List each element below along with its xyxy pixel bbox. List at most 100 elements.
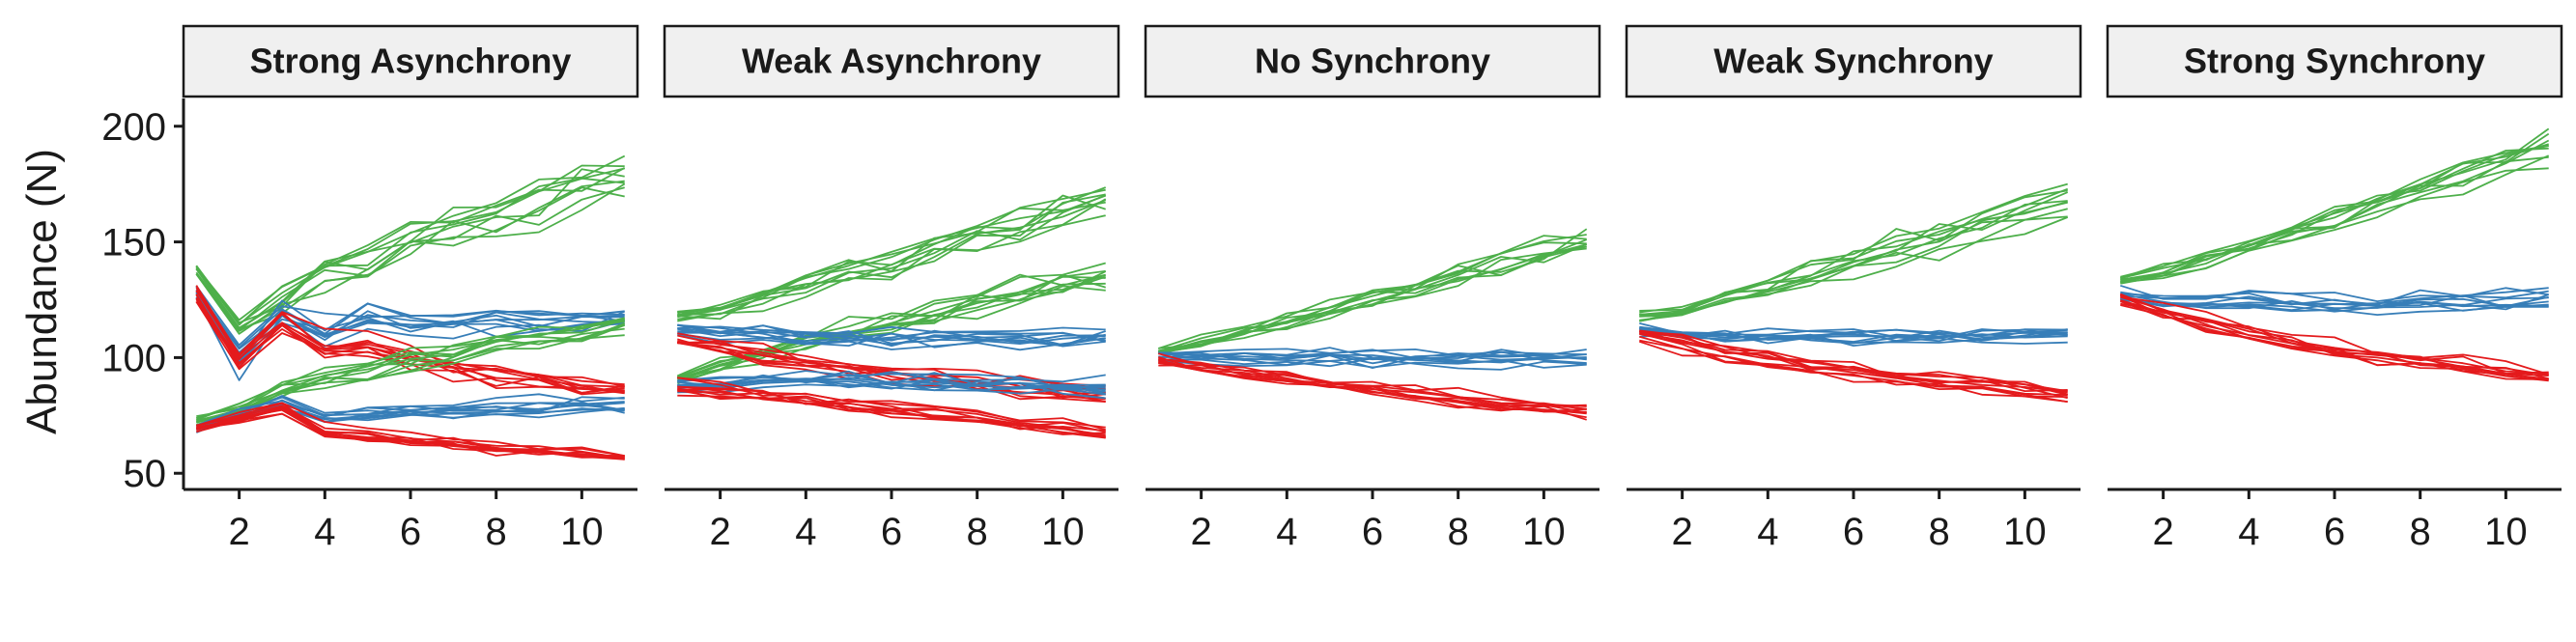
series-line-no-synchrony-green-0-rep-9: [1158, 234, 1587, 349]
series-line-no-synchrony-blue-1-rep-10: [1158, 354, 1587, 370]
series-line-strong-asynchrony-green-3-rep-10: [196, 319, 625, 422]
x-tick-label-no-synchrony-8: 8: [1448, 511, 1469, 553]
x-tick-label-strong-asynchrony-10: 10: [560, 511, 604, 553]
x-tick-label-weak-synchrony-2: 2: [1672, 511, 1693, 553]
series-line-weak-synchrony-blue-1-rep-10: [1639, 325, 2068, 345]
series-line-weak-asynchrony-blue-4-rep-8: [677, 372, 1106, 386]
series-line-strong-synchrony-blue-1-rep-9: [2120, 297, 2549, 317]
series-line-strong-synchrony-red-2-rep-8: [2120, 300, 2549, 380]
strip-background-weak-synchrony: [1625, 24, 2082, 98]
panel-lines-strong-synchrony: [2119, 127, 2550, 382]
series-line-weak-asynchrony-blue-4-rep-9: [677, 377, 1106, 391]
series-line-weak-asynchrony-red-3-rep-9: [677, 334, 1106, 394]
series-line-strong-synchrony-blue-1-rep-7: [2120, 293, 2549, 313]
series-line-no-synchrony-blue-1-rep-3: [1158, 350, 1587, 365]
series-line-weak-synchrony-red-2-rep-8: [1639, 329, 2068, 393]
panel-title-strong-asynchrony: Strong Asynchrony: [250, 42, 572, 81]
series-line-strong-asynchrony-green-0-rep-6: [195, 164, 625, 321]
series-line-weak-asynchrony-red-5-rep-9: [677, 389, 1106, 435]
series-line-strong-asynchrony-green-0-rep-4: [195, 186, 625, 335]
series-line-no-synchrony-red-2-rep-2: [1158, 352, 1587, 407]
series-line-strong-synchrony-green-0-rep-8: [2120, 144, 2549, 280]
series-line-weak-asynchrony-red-5-rep-1: [677, 377, 1106, 429]
series-line-weak-synchrony-red-2-rep-6: [1639, 330, 2068, 393]
x-tick-label-weak-synchrony-6: 6: [1843, 511, 1864, 553]
x-tick-label-no-synchrony-6: 6: [1362, 511, 1383, 553]
panel-title-weak-asynchrony: Weak Asynchrony: [742, 42, 1041, 81]
strip-background-weak-asynchrony: [663, 24, 1120, 98]
series-line-weak-asynchrony-blue-4-rep-4: [677, 380, 1106, 396]
x-tick-label-weak-asynchrony-6: 6: [881, 511, 902, 553]
x-tick-label-weak-asynchrony-8: 8: [967, 511, 988, 553]
panel-lines-no-synchrony: [1158, 228, 1588, 421]
series-line-weak-asynchrony-blue-2-rep-8: [677, 325, 1106, 335]
series-line-strong-synchrony-green-0-rep-10: [2120, 167, 2549, 284]
x-tick-label-strong-asynchrony-8: 8: [486, 511, 507, 553]
panel-lines-weak-asynchrony: [676, 186, 1107, 439]
series-line-weak-synchrony-green-0-rep-1: [1639, 215, 2068, 322]
series-line-weak-asynchrony-red-5-rep-8: [677, 388, 1106, 438]
series-line-no-synchrony-green-0-rep-8: [1158, 238, 1588, 352]
series-line-weak-asynchrony-green-0-rep-9: [677, 188, 1106, 313]
series-line-strong-asynchrony-green-3-rep-8: [196, 334, 625, 426]
x-tick-label-weak-synchrony-4: 4: [1757, 511, 1778, 553]
panel-lines-strong-asynchrony: [195, 154, 626, 461]
series-lines: [195, 127, 2550, 461]
x-tick-label-weak-asynchrony-4: 4: [795, 511, 816, 553]
strip-background-no-synchrony: [1144, 24, 1601, 98]
series-line-no-synchrony-red-2-rep-10: [1158, 358, 1587, 414]
series-line-weak-asynchrony-red-5-rep-10: [677, 377, 1106, 431]
panel-title-weak-synchrony: Weak Synchrony: [1713, 42, 1993, 81]
series-line-weak-synchrony-blue-1-rep-8: [1639, 328, 2068, 343]
series-line-strong-asynchrony-blue-4-rep-7: [195, 393, 625, 427]
series-line-weak-synchrony-red-2-rep-5: [1639, 340, 2068, 404]
series-line-no-synchrony-blue-1-rep-9: [1158, 353, 1587, 361]
y-tick-label-100: 100: [101, 337, 166, 379]
series-line-no-synchrony-red-2-rep-7: [1158, 357, 1587, 407]
series-line-no-synchrony-blue-1-rep-5: [1158, 348, 1587, 358]
series-line-weak-asynchrony-blue-4-rep-10: [677, 378, 1106, 395]
series-line-no-synchrony-green-0-rep-2: [1158, 243, 1588, 353]
series-line-strong-synchrony-red-2-rep-3: [2119, 293, 2549, 375]
series-line-weak-synchrony-green-0-rep-8: [1639, 200, 2068, 322]
y-axis-title: Abundance (N): [18, 149, 66, 434]
strip-background-strong-synchrony: [2106, 24, 2563, 98]
series-line-strong-synchrony-green-0-rep-2: [2120, 127, 2550, 278]
y-tick-label-50: 50: [124, 453, 167, 495]
series-line-strong-asynchrony-green-0-rep-9: [195, 180, 625, 332]
series-line-no-synchrony-blue-1-rep-8: [1158, 347, 1587, 363]
series-line-strong-synchrony-red-2-rep-5: [2119, 293, 2549, 375]
series-line-strong-asynchrony-red-2-rep-7: [195, 301, 625, 395]
series-line-weak-asynchrony-green-0-rep-2: [677, 198, 1107, 322]
y-tick-label-200: 200: [101, 106, 166, 149]
x-tick-label-strong-asynchrony-2: 2: [229, 511, 250, 553]
series-line-weak-synchrony-green-0-rep-10: [1639, 182, 2068, 312]
series-line-strong-asynchrony-red-5-rep-6: [196, 405, 625, 460]
series-line-strong-synchrony-blue-1-rep-10: [2120, 295, 2549, 307]
x-tick-label-strong-synchrony-6: 6: [2324, 511, 2345, 553]
series-line-strong-asynchrony-blue-4-rep-5: [196, 395, 625, 430]
x-tick-label-no-synchrony-2: 2: [1191, 511, 1212, 553]
series-line-no-synchrony-red-2-rep-9: [1158, 361, 1587, 413]
series-line-strong-asynchrony-red-5-rep-10: [196, 412, 625, 459]
series-line-strong-synchrony-green-0-rep-9: [2120, 139, 2550, 282]
x-tick-label-weak-synchrony-10: 10: [2003, 511, 2047, 553]
x-tick-label-strong-synchrony-10: 10: [2484, 511, 2528, 553]
panel-title-no-synchrony: No Synchrony: [1255, 42, 1490, 81]
panel-title-strong-synchrony: Strong Synchrony: [2184, 42, 2485, 81]
x-tick-label-no-synchrony-4: 4: [1276, 511, 1297, 553]
series-line-weak-asynchrony-blue-2-rep-5: [677, 333, 1106, 351]
y-tick-label-150: 150: [101, 222, 166, 265]
series-line-strong-asynchrony-green-0-rep-10: [195, 167, 626, 329]
series-line-weak-asynchrony-blue-2-rep-6: [677, 323, 1106, 342]
strip-background-strong-asynchrony: [182, 24, 639, 98]
x-tick-label-strong-synchrony-8: 8: [2410, 511, 2431, 553]
series-line-weak-synchrony-green-0-rep-7: [1639, 208, 2068, 318]
series-line-weak-asynchrony-blue-2-rep-10: [677, 327, 1106, 347]
series-line-strong-synchrony-red-2-rep-9: [2120, 295, 2549, 376]
series-line-strong-synchrony-red-2-rep-10: [2119, 300, 2549, 377]
series-line-weak-synchrony-red-2-rep-7: [1639, 335, 2068, 398]
x-tick-label-strong-synchrony-4: 4: [2238, 511, 2259, 553]
series-line-strong-asynchrony-red-2-rep-8: [195, 285, 625, 388]
